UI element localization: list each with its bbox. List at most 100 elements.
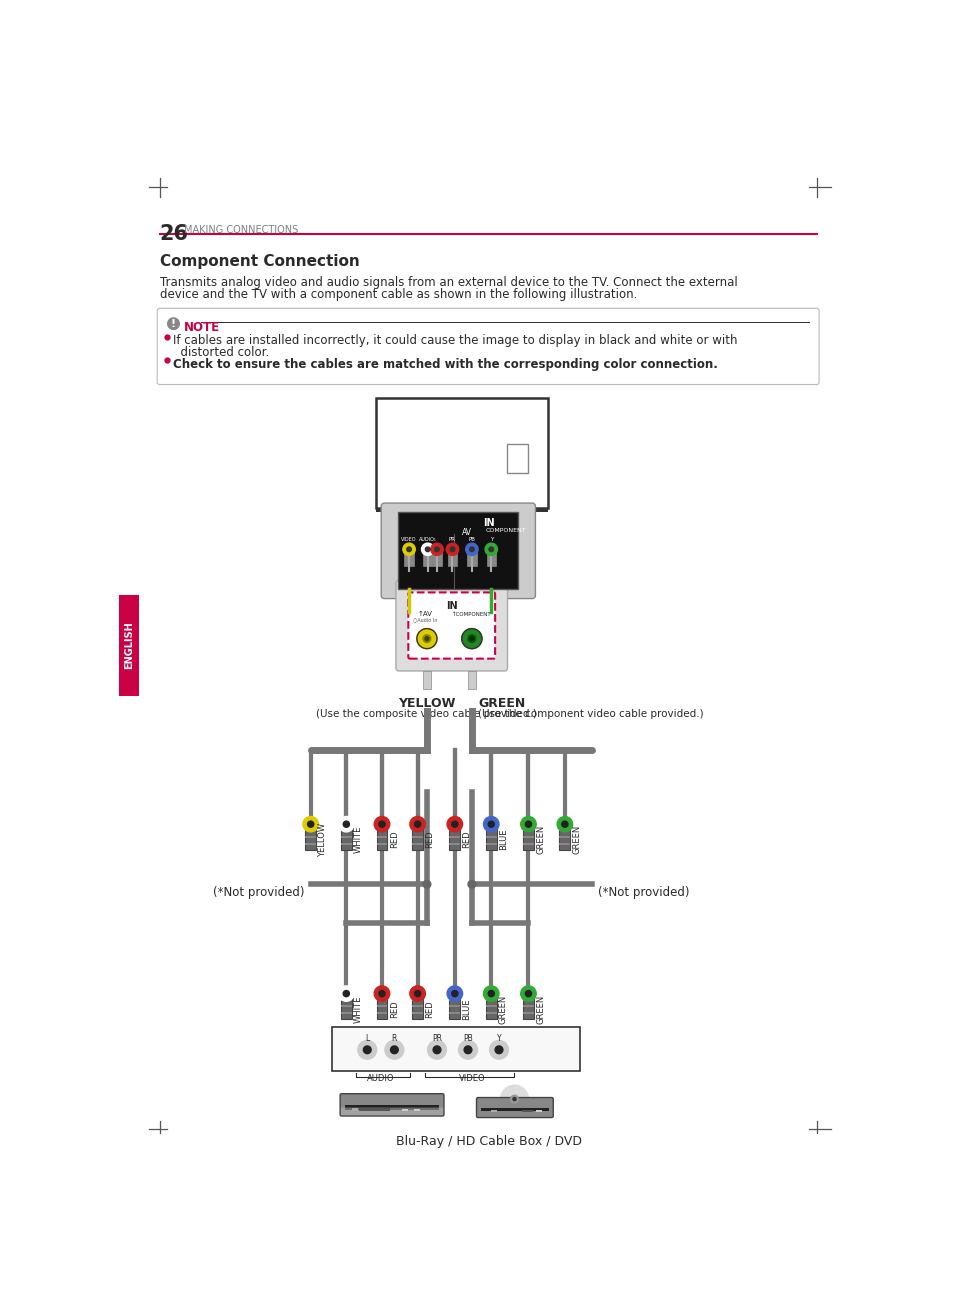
- Circle shape: [374, 817, 390, 831]
- Bar: [449, 1005, 459, 1007]
- Bar: [485, 998, 497, 1001]
- Text: Check to ensure the cables are matched with the corresponding color connection.: Check to ensure the cables are matched w…: [173, 358, 718, 371]
- Bar: [522, 822, 534, 850]
- Circle shape: [435, 547, 439, 552]
- Text: GREEN: GREEN: [536, 994, 544, 1023]
- Bar: [485, 1005, 497, 1007]
- Bar: [468, 671, 476, 689]
- Bar: [340, 829, 352, 831]
- Circle shape: [343, 821, 349, 827]
- Circle shape: [431, 543, 443, 556]
- Bar: [340, 1013, 352, 1014]
- Bar: [449, 992, 459, 1019]
- Bar: [376, 829, 387, 831]
- Bar: [447, 551, 456, 566]
- Circle shape: [425, 547, 430, 552]
- Circle shape: [303, 817, 318, 831]
- Bar: [119, 595, 139, 696]
- Text: PB: PB: [468, 536, 475, 542]
- Bar: [486, 551, 496, 566]
- Text: AV: AV: [462, 527, 472, 536]
- Bar: [412, 992, 422, 1019]
- Circle shape: [500, 1086, 528, 1113]
- Circle shape: [390, 1045, 397, 1053]
- Circle shape: [495, 1045, 502, 1053]
- Circle shape: [461, 629, 481, 649]
- Text: GREEN: GREEN: [572, 825, 581, 855]
- Bar: [506, 444, 528, 474]
- Text: PR: PR: [449, 536, 456, 542]
- Circle shape: [513, 1098, 516, 1100]
- Text: ENGLISH: ENGLISH: [124, 621, 134, 669]
- Bar: [340, 843, 352, 844]
- FancyBboxPatch shape: [340, 1108, 443, 1116]
- Text: RED: RED: [390, 1000, 398, 1018]
- Bar: [485, 829, 497, 831]
- Bar: [558, 843, 570, 844]
- Bar: [340, 998, 352, 1001]
- Bar: [485, 843, 497, 844]
- Bar: [340, 992, 352, 1019]
- Bar: [414, 1109, 419, 1112]
- Text: PB: PB: [462, 1035, 473, 1044]
- Bar: [558, 829, 570, 831]
- FancyBboxPatch shape: [157, 308, 819, 385]
- Text: If cables are installed incorrectly, it could cause the image to display in blac: If cables are installed incorrectly, it …: [173, 334, 738, 347]
- Bar: [412, 998, 422, 1001]
- Text: NOTE: NOTE: [184, 321, 220, 334]
- Circle shape: [557, 817, 572, 831]
- Bar: [376, 998, 387, 1001]
- Text: IN: IN: [445, 600, 457, 611]
- Bar: [467, 551, 476, 566]
- Circle shape: [433, 1045, 440, 1053]
- Circle shape: [450, 547, 455, 552]
- Text: L: L: [365, 1035, 369, 1044]
- Text: MAKING CONNECTIONS: MAKING CONNECTIONS: [184, 226, 298, 235]
- Bar: [375, 508, 547, 513]
- Text: ○Audio In: ○Audio In: [413, 617, 437, 622]
- Circle shape: [561, 821, 567, 827]
- Circle shape: [520, 985, 536, 1001]
- Text: WHITE: WHITE: [354, 996, 363, 1023]
- Circle shape: [447, 817, 462, 831]
- Text: Blu-Ray / HD Cable Box / DVD: Blu-Ray / HD Cable Box / DVD: [395, 1135, 581, 1148]
- Bar: [449, 835, 459, 838]
- Circle shape: [447, 985, 462, 1001]
- Circle shape: [422, 634, 431, 642]
- FancyBboxPatch shape: [408, 592, 495, 659]
- Bar: [536, 1109, 542, 1112]
- Bar: [376, 843, 387, 844]
- Bar: [305, 843, 315, 844]
- Circle shape: [374, 985, 390, 1001]
- Bar: [485, 822, 497, 850]
- Text: ↑COMPONENT: ↑COMPONENT: [452, 612, 491, 617]
- Text: device and the TV with a component cable as shown in the following illustration.: device and the TV with a component cable…: [159, 288, 637, 301]
- Text: IN: IN: [482, 518, 495, 529]
- Bar: [522, 835, 534, 838]
- Circle shape: [402, 543, 415, 556]
- Circle shape: [410, 817, 425, 831]
- Text: RED: RED: [390, 831, 398, 848]
- Bar: [422, 551, 432, 566]
- Text: GREEN: GREEN: [477, 697, 525, 710]
- Circle shape: [363, 1045, 371, 1053]
- Bar: [522, 843, 534, 844]
- Circle shape: [416, 629, 436, 649]
- Bar: [449, 998, 459, 1001]
- Circle shape: [338, 985, 354, 1001]
- Bar: [352, 1108, 357, 1112]
- Circle shape: [378, 990, 385, 997]
- FancyBboxPatch shape: [476, 1098, 553, 1117]
- Bar: [402, 1109, 408, 1112]
- Bar: [496, 521, 518, 525]
- Text: !: !: [171, 318, 176, 329]
- Bar: [412, 843, 422, 844]
- Text: PR: PR: [432, 1035, 441, 1044]
- Circle shape: [446, 543, 458, 556]
- Bar: [412, 829, 422, 831]
- Bar: [412, 835, 422, 838]
- Bar: [449, 843, 459, 844]
- FancyBboxPatch shape: [395, 581, 507, 671]
- Circle shape: [307, 821, 314, 827]
- Text: (Use the component video cable provided.): (Use the component video cable provided.…: [477, 710, 703, 719]
